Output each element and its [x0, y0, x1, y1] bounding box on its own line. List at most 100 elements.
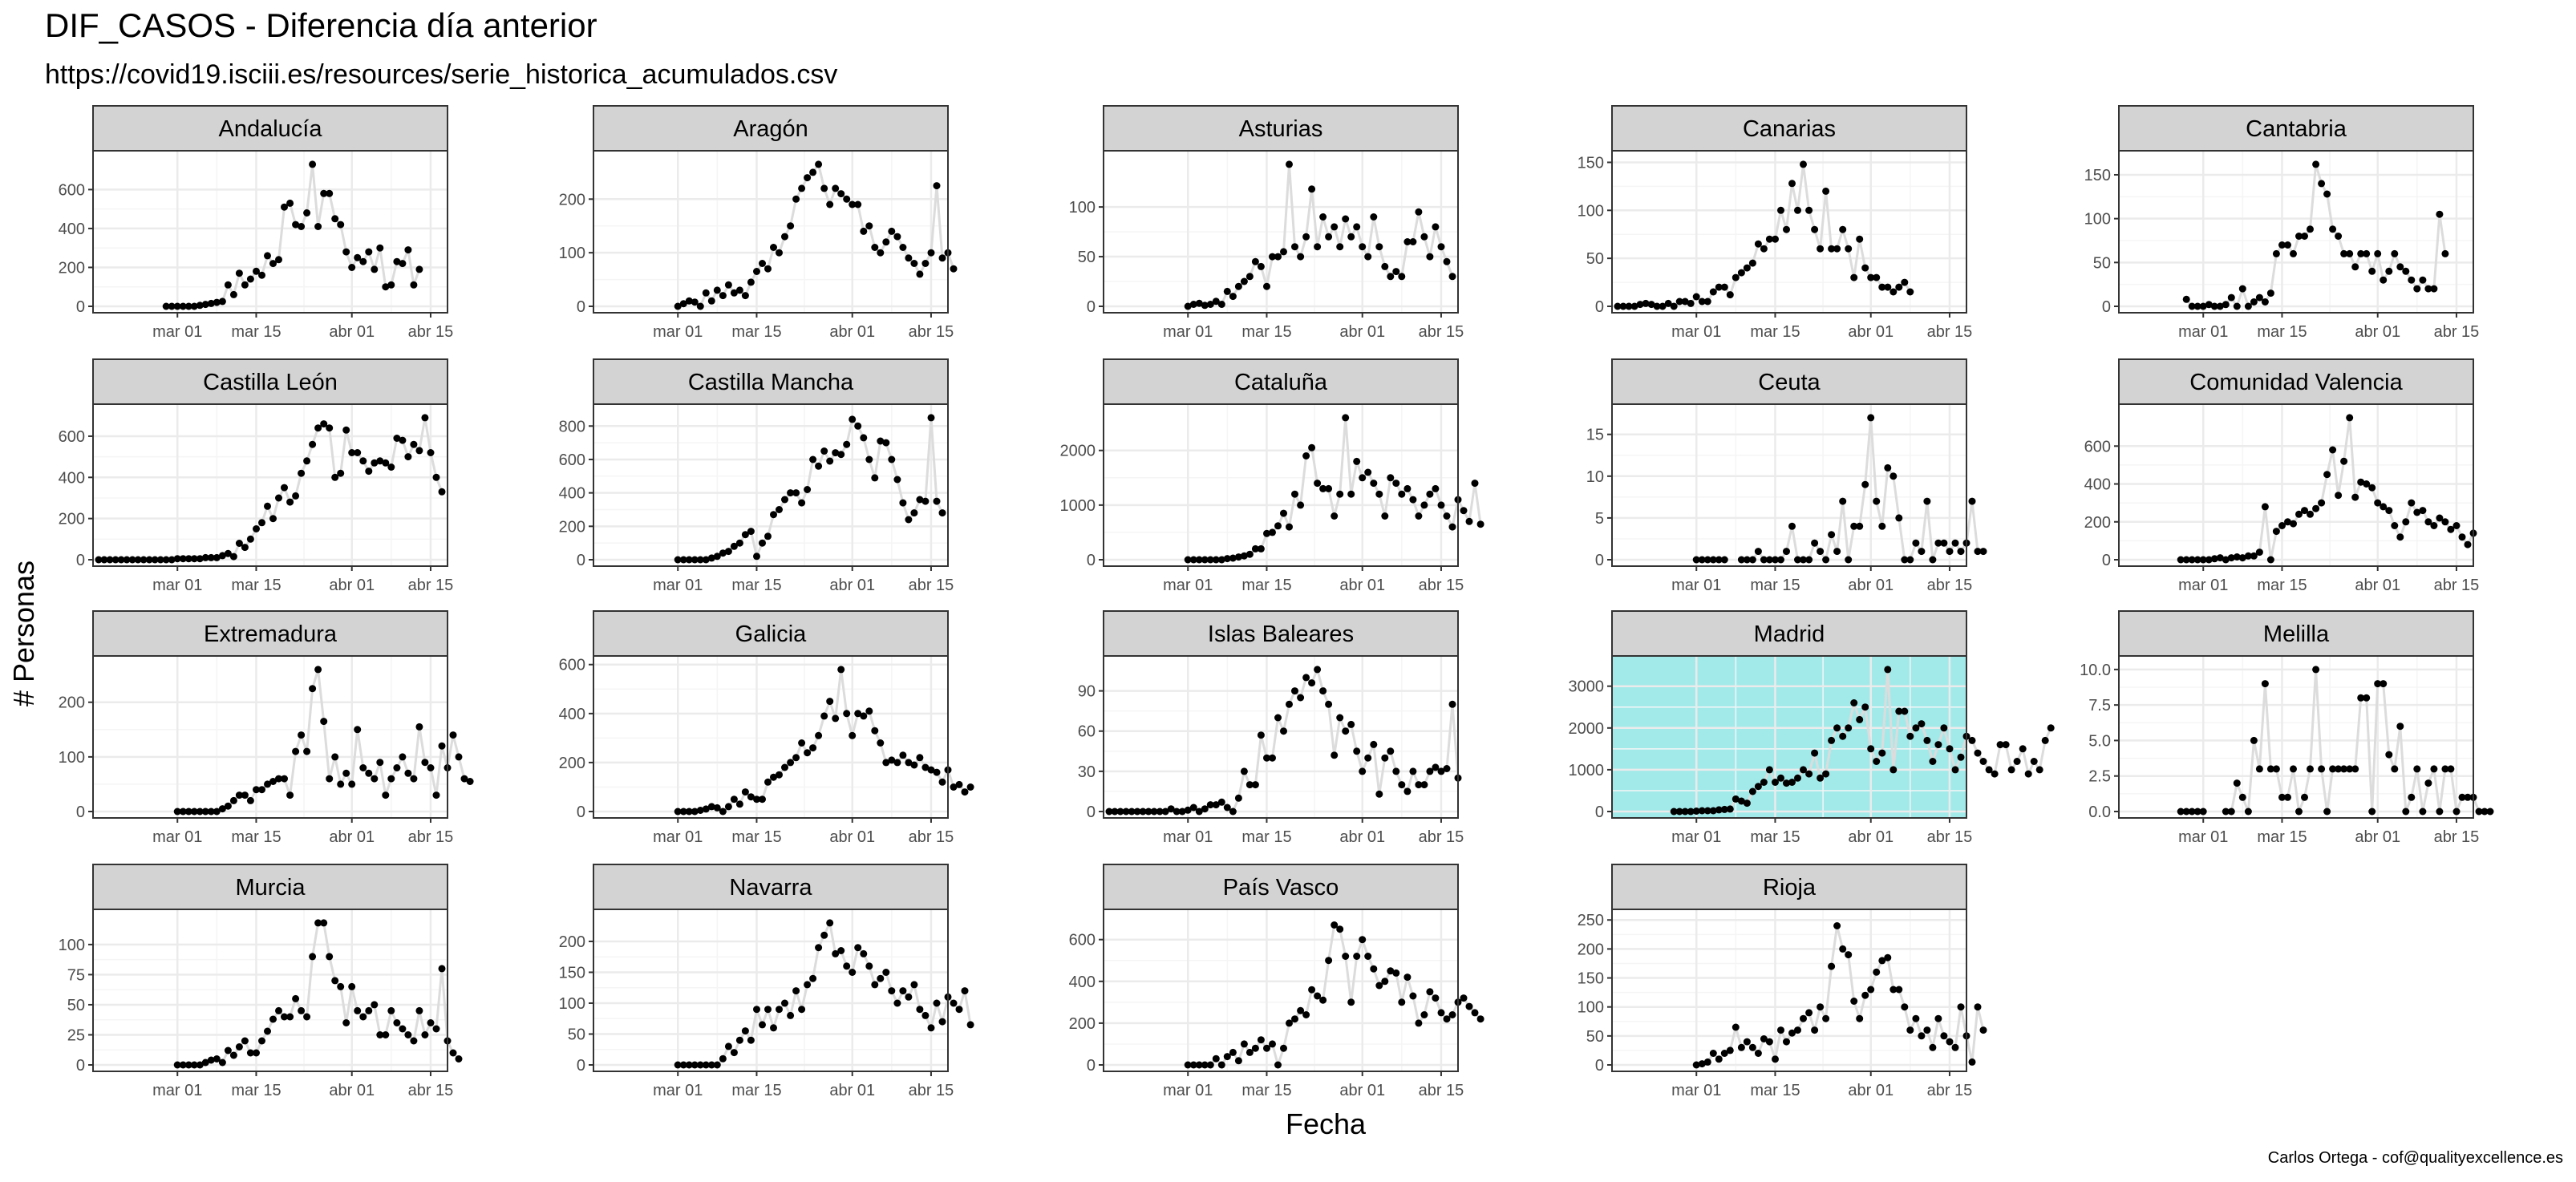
data-point: [1409, 767, 1417, 775]
data-point: [1178, 808, 1186, 816]
data-point: [781, 496, 788, 504]
data-point: [1111, 808, 1119, 816]
facet-strip: [593, 105, 949, 152]
data-point: [1403, 974, 1412, 982]
x-tick-label: abr 15: [1927, 828, 1973, 846]
data-point: [1437, 767, 1445, 775]
facet-strip: [92, 610, 448, 657]
data-point: [404, 246, 412, 254]
data-point: [1614, 302, 1622, 310]
data-point: [1420, 233, 1428, 241]
facet-strip: [92, 105, 448, 152]
data-point: [1979, 548, 1987, 556]
data-point: [224, 549, 232, 557]
data-point: [837, 190, 845, 198]
data-point: [1951, 539, 1959, 547]
data-point: [2329, 765, 2337, 773]
panel-border: [92, 150, 448, 314]
data-point: [1173, 808, 1181, 816]
x-tick-label: abr 15: [2434, 577, 2480, 594]
panel-border: [92, 403, 448, 567]
data-point: [320, 189, 328, 197]
y-tick-label: 150: [559, 964, 585, 982]
facet-panel: Navarra mar 01 mar 15 abr 01 abr 15 0 50 100 150…: [559, 864, 974, 1099]
data-point: [2193, 808, 2201, 816]
data-point: [359, 257, 367, 265]
data-point: [921, 763, 930, 771]
data-point: [314, 919, 322, 927]
data-point: [2284, 793, 2291, 801]
y-tick-label: 0: [577, 298, 585, 316]
data-point: [1432, 763, 1440, 771]
data-point: [382, 283, 390, 291]
data-point: [2216, 554, 2224, 562]
data-point: [764, 532, 772, 540]
y-tick-label: 15: [1586, 427, 1604, 444]
data-point: [2047, 724, 2055, 732]
data-point: [1291, 687, 1298, 695]
data-point: [258, 519, 265, 527]
data-point: [269, 1015, 277, 1023]
x-tick-label: mar 01: [152, 577, 202, 594]
data-point: [1398, 490, 1406, 498]
data-point: [1817, 1003, 1825, 1011]
data-point: [2368, 484, 2376, 492]
data-point: [1336, 714, 1344, 722]
data-point: [241, 281, 249, 289]
x-tick-label: mar 15: [1241, 1082, 1291, 1099]
data-point: [1800, 160, 1807, 168]
data-point: [1856, 1014, 1864, 1022]
data-point: [899, 751, 907, 759]
data-point: [820, 712, 828, 720]
data-point: [1206, 1061, 1214, 1069]
data-point: [1709, 556, 1717, 564]
data-point: [281, 203, 288, 211]
x-tick-label: abr 15: [408, 323, 454, 341]
data-point: [2035, 766, 2043, 774]
data-point: [1805, 556, 1813, 564]
data-point: [415, 723, 423, 731]
data-point: [1370, 740, 1378, 748]
x-tick-label: mar 15: [1241, 577, 1291, 594]
x-tick-label: mar 01: [1671, 828, 1721, 846]
data-point: [1370, 213, 1378, 221]
x-tick-label: mar 01: [152, 828, 202, 846]
data-point: [1302, 1011, 1310, 1018]
data-point: [1800, 1014, 1807, 1022]
data-point: [893, 233, 901, 241]
data-point: [927, 414, 935, 422]
data-point: [702, 289, 710, 297]
panel-border: [1611, 909, 1967, 1072]
x-tick-label: abr 15: [1419, 323, 1464, 341]
data-point: [2261, 503, 2269, 511]
data-point: [1692, 293, 1700, 301]
data-point: [877, 437, 885, 445]
y-tick-label: 0: [76, 552, 85, 569]
data-point: [2318, 499, 2326, 507]
data-point: [719, 1054, 727, 1063]
data-point: [820, 447, 828, 455]
data-point: [955, 1006, 963, 1014]
data-point: [938, 254, 946, 262]
data-point: [2346, 249, 2354, 257]
data-point: [832, 949, 840, 957]
data-point: [2199, 808, 2207, 816]
data-point: [286, 791, 294, 799]
data-point: [2419, 507, 2427, 515]
x-tick-label: abr 01: [1848, 1082, 1894, 1099]
data-point: [1471, 1009, 1479, 1017]
data-point: [1257, 1036, 1265, 1044]
y-tick-label: 100: [59, 749, 85, 767]
data-point: [1251, 257, 1259, 265]
data-point: [1387, 747, 1395, 755]
data-point: [1201, 1061, 1209, 1069]
data-point: [1229, 293, 1237, 301]
data-point: [410, 1037, 418, 1045]
data-point: [2396, 263, 2404, 271]
data-point: [1336, 243, 1344, 251]
y-tick-label: 1000: [1060, 497, 1096, 515]
data-point: [2424, 779, 2432, 787]
data-point: [905, 254, 913, 262]
data-point: [2250, 736, 2258, 744]
x-tick-label: mar 01: [653, 1082, 703, 1099]
